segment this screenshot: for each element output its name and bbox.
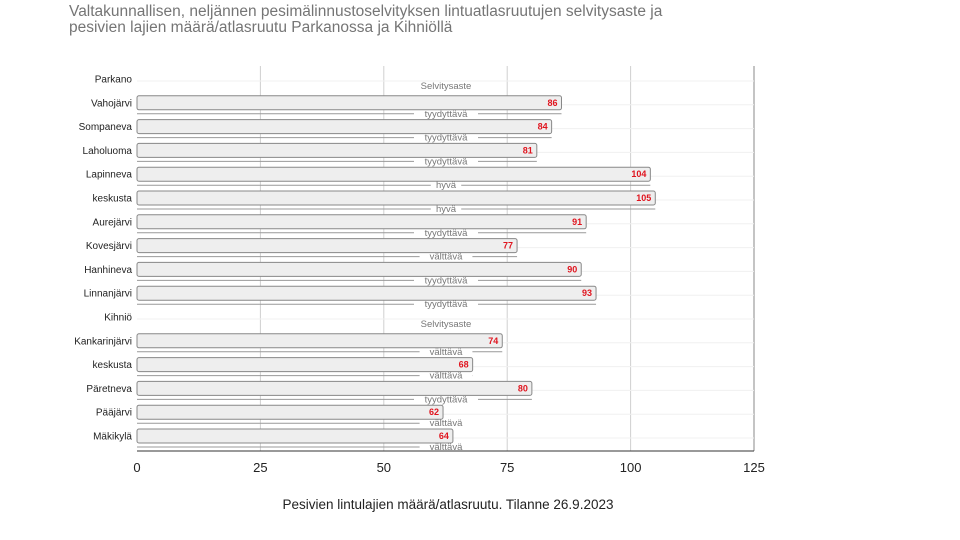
bar	[136, 333, 503, 349]
annotation-label: hyvä	[436, 180, 457, 191]
x-tick-label: 0	[133, 460, 140, 475]
category-label: Vahojärvi	[91, 98, 132, 109]
annotation-label: tyydyttävä	[425, 394, 468, 405]
annotation-label: tyydyttävä	[425, 228, 468, 239]
value-label: 62	[429, 407, 439, 417]
chart-title: Valtakunnallisen, neljännen pesimälinnus…	[69, 4, 769, 36]
value-label: 81	[523, 145, 533, 155]
annotation-label: välttävä	[430, 252, 463, 263]
category-label: Sompaneva	[79, 122, 133, 133]
bar	[136, 119, 553, 135]
value-label: 77	[503, 241, 513, 251]
x-tick-label: 100	[620, 460, 642, 475]
category-label: Kankarinjärvi	[74, 336, 132, 347]
value-label: 93	[582, 288, 592, 298]
annotation-label: Selvitysaste	[421, 81, 472, 92]
annotation-label: välttävä	[430, 442, 463, 453]
annotation-label: tyydyttävä	[425, 275, 468, 286]
x-tick-label: 125	[743, 460, 765, 475]
value-label: 84	[538, 122, 548, 132]
bar	[136, 95, 562, 111]
category-label: Kihniö	[104, 313, 132, 324]
annotation-label: tyydyttävä	[425, 133, 468, 144]
category-label: keskusta	[93, 194, 133, 205]
annotation-label: tyydyttävä	[425, 109, 468, 120]
chart-title-line2: pesivien lajien määrä/atlasruutu Parkano…	[69, 19, 453, 36]
bar	[136, 142, 538, 158]
category-label: keskusta	[93, 360, 133, 371]
annotation-label: välttävä	[430, 347, 463, 358]
category-label: Pääjärvi	[96, 408, 132, 419]
annotation-label: hyvä	[436, 204, 457, 215]
value-label: 104	[631, 169, 646, 179]
value-label: 86	[547, 98, 557, 108]
annotation-label: tyydyttävä	[425, 299, 468, 310]
x-tick-label: 75	[500, 460, 514, 475]
x-axis-title: Pesivien lintulajien määrä/atlasruutu. T…	[283, 497, 614, 512]
annotation-label: välttävä	[430, 418, 463, 429]
value-label: 105	[636, 193, 651, 203]
category-label: Linnanjärvi	[84, 289, 132, 300]
category-label: Mäkikylä	[93, 432, 132, 443]
bar	[136, 238, 518, 254]
annotation-label: Selvitysaste	[421, 319, 472, 330]
bar	[136, 428, 454, 444]
category-label: Hanhineva	[84, 265, 132, 276]
x-tick-label: 50	[377, 460, 391, 475]
category-label: Lapinneva	[86, 170, 133, 181]
annotation-label: välttävä	[430, 371, 463, 382]
bar	[136, 190, 656, 206]
value-label: 80	[518, 383, 528, 393]
annotation-label: tyydyttävä	[425, 156, 468, 167]
value-label: 74	[488, 336, 498, 346]
value-label: 91	[572, 217, 582, 227]
bar	[136, 214, 587, 230]
category-label: Kovesjärvi	[86, 241, 132, 252]
bar	[136, 404, 444, 420]
bar	[136, 380, 533, 396]
category-label: Laholuoma	[83, 146, 133, 157]
value-label: 90	[567, 264, 577, 274]
category-label: Päretneva	[86, 384, 132, 395]
bar	[136, 261, 582, 277]
value-label: 68	[459, 360, 469, 370]
value-label: 64	[439, 431, 449, 441]
category-label: Parkano	[95, 75, 133, 86]
bar	[136, 285, 597, 301]
bar	[136, 166, 651, 182]
category-label: Aurejärvi	[93, 217, 132, 228]
bar	[136, 357, 474, 373]
chart-title-line1: Valtakunnallisen, neljännen pesimälinnus…	[69, 3, 663, 20]
x-tick-label: 25	[253, 460, 267, 475]
